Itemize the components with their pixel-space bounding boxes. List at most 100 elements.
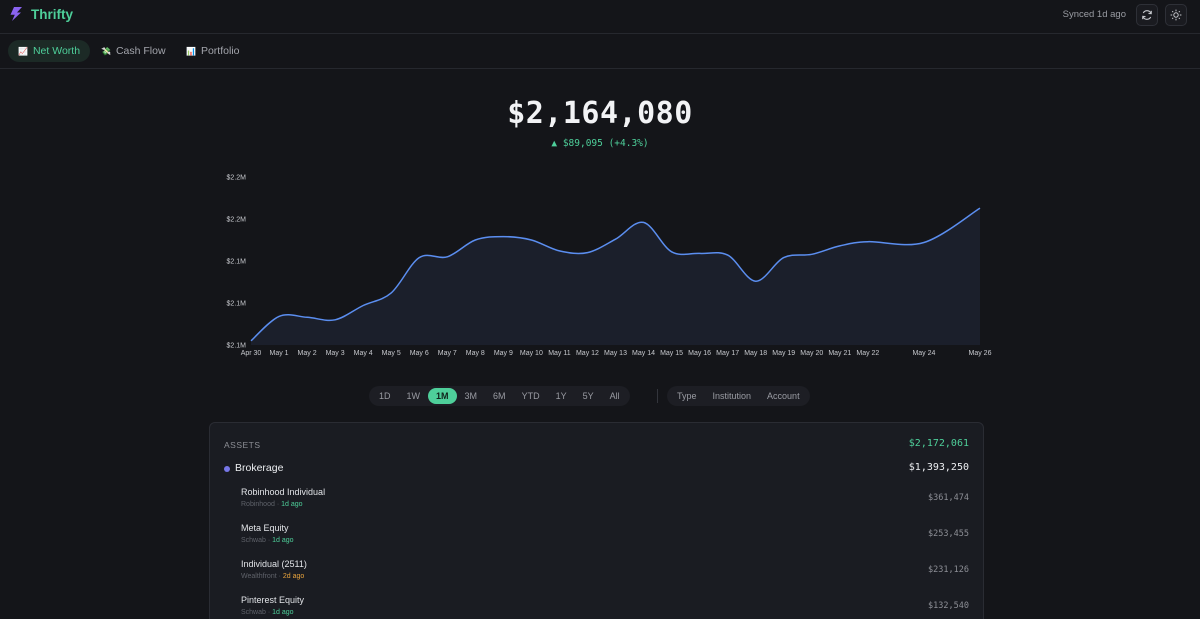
y-tick-label: $2.2M: [227, 217, 247, 224]
range-ytd[interactable]: YTD: [521, 391, 540, 401]
time-range-selector: 1D 1W 1M 3M 6M YTD 1Y 5Y All: [369, 386, 630, 406]
x-tick-label: May 5: [382, 350, 401, 357]
x-tick-label: May 18: [744, 350, 767, 357]
x-tick-label: May 24: [912, 350, 935, 357]
x-tick-label: May 7: [438, 350, 457, 357]
account-name: Meta Equity: [241, 523, 289, 533]
group-by-type[interactable]: Type: [677, 391, 697, 401]
tab-portfolio[interactable]: 📊 Portfolio: [176, 40, 250, 62]
account-row[interactable]: Individual (2511) Wealthfront · 2d ago $…: [241, 559, 969, 589]
x-tick-label: May 19: [772, 350, 795, 357]
category-name[interactable]: Brokerage: [235, 462, 284, 474]
refresh-button[interactable]: [1136, 4, 1158, 26]
theme-toggle-button[interactable]: [1165, 4, 1187, 26]
account-name: Pinterest Equity: [241, 595, 305, 605]
range-1d[interactable]: 1D: [379, 391, 391, 401]
y-tick-label: $2.2M: [227, 175, 247, 182]
net-worth-value: $2,164,080: [507, 96, 693, 131]
grouping-selector: Type Institution Account: [667, 386, 810, 406]
chart-up-icon: 📈: [18, 46, 28, 56]
x-tick-label: May 14: [632, 350, 655, 357]
category-color-dot: [224, 466, 230, 472]
x-tick-label: May 21: [828, 350, 851, 357]
x-tick-label: May 2: [298, 350, 317, 357]
y-tick-label: $2.1M: [227, 343, 247, 350]
x-tick-label: May 8: [466, 350, 485, 357]
tab-net-worth[interactable]: 📈 Net Worth: [8, 40, 91, 62]
range-1w[interactable]: 1W: [406, 391, 421, 401]
institution-name: Wealthfront: [241, 573, 277, 580]
meta-separator: ·: [265, 537, 273, 544]
meta-separator: ·: [274, 501, 282, 508]
account-row[interactable]: Pinterest Equity Schwab · 1d ago $132,54…: [241, 595, 969, 619]
account-meta: Wealthfront · 2d ago: [241, 573, 304, 580]
nav-tabs: 📈 Net Worth 💸 Cash Flow 📊 Portfolio: [0, 35, 1200, 69]
tab-label: Portfolio: [200, 45, 240, 57]
refresh-icon: [1142, 10, 1152, 20]
top-bar: Thrifty Synced 1d ago: [0, 0, 1200, 34]
x-tick-label: May 15: [660, 350, 683, 357]
x-tick-label: May 12: [576, 350, 599, 357]
sync-status: Synced 1d ago: [1062, 9, 1126, 20]
x-tick-label: May 6: [410, 350, 429, 357]
group-by-account[interactable]: Account: [767, 391, 800, 401]
range-all[interactable]: All: [609, 391, 620, 401]
x-tick-label: May 22: [856, 350, 879, 357]
assets-panel: ASSETS $2,172,061 Brokerage $1,393,250 R…: [209, 422, 984, 619]
institution-name: Robinhood: [241, 501, 275, 508]
money-wings-icon: 💸: [101, 46, 111, 56]
divider: [657, 389, 658, 403]
sync-age: 1d ago: [272, 537, 294, 544]
chart-series-line: [250, 207, 981, 342]
range-1y[interactable]: 1Y: [555, 391, 567, 401]
institution-name: Schwab: [241, 609, 266, 616]
account-name: Individual (2511): [241, 559, 307, 569]
brand[interactable]: Thrifty: [8, 6, 73, 22]
lightning-bolt-icon: [10, 7, 22, 21]
institution-name: Schwab: [241, 537, 266, 544]
account-meta: Schwab · 1d ago: [241, 537, 294, 544]
x-tick-label: Apr 30: [241, 350, 262, 357]
assets-label: ASSETS: [224, 440, 261, 450]
y-tick-label: $2.1M: [227, 259, 247, 266]
x-tick-label: May 20: [800, 350, 823, 357]
sync-age: 1d ago: [281, 501, 303, 508]
account-meta: Robinhood · 1d ago: [241, 501, 303, 508]
bar-chart-icon: 📊: [186, 46, 196, 56]
x-tick-label: May 16: [688, 350, 711, 357]
sync-age: 1d ago: [272, 609, 294, 616]
account-meta: Schwab · 1d ago: [241, 609, 294, 616]
tab-label: Net Worth: [32, 45, 81, 57]
chart-area-fill: [251, 208, 980, 345]
account-row[interactable]: Robinhood Individual Robinhood · 1d ago …: [241, 487, 969, 517]
x-tick-label: May 26: [969, 350, 992, 357]
sync-age: 2d ago: [282, 573, 305, 580]
x-tick-label: May 10: [520, 350, 543, 357]
range-1m[interactable]: 1M: [428, 388, 457, 404]
range-3m[interactable]: 3M: [464, 391, 478, 401]
account-value: $132,540: [928, 601, 969, 611]
account-value: $231,126: [928, 565, 969, 575]
meta-separator: ·: [276, 573, 283, 580]
x-tick-label: May 17: [716, 350, 739, 357]
x-tick-label: May 4: [354, 350, 373, 357]
account-value: $253,455: [928, 529, 969, 539]
x-tick-label: May 9: [494, 350, 513, 357]
tab-cash-flow[interactable]: 💸 Cash Flow: [91, 40, 176, 62]
meta-separator: ·: [265, 609, 273, 616]
account-name: Robinhood Individual: [241, 487, 326, 497]
account-row[interactable]: Meta Equity Schwab · 1d ago $253,455: [241, 523, 969, 553]
net-worth-change: ▲ $89,095 (+4.3%): [551, 138, 649, 149]
assets-total: $2,172,061: [908, 438, 969, 449]
x-tick-label: May 1: [270, 350, 289, 357]
sun-icon: [1170, 9, 1182, 21]
group-by-institution[interactable]: Institution: [712, 391, 752, 401]
x-tick-label: May 3: [326, 350, 345, 357]
x-tick-label: May 13: [604, 350, 627, 357]
y-tick-label: $2.1M: [227, 301, 247, 308]
tab-label: Cash Flow: [115, 45, 166, 57]
range-6m[interactable]: 6M: [493, 391, 506, 401]
account-value: $361,474: [928, 493, 969, 503]
range-5y[interactable]: 5Y: [582, 391, 594, 401]
